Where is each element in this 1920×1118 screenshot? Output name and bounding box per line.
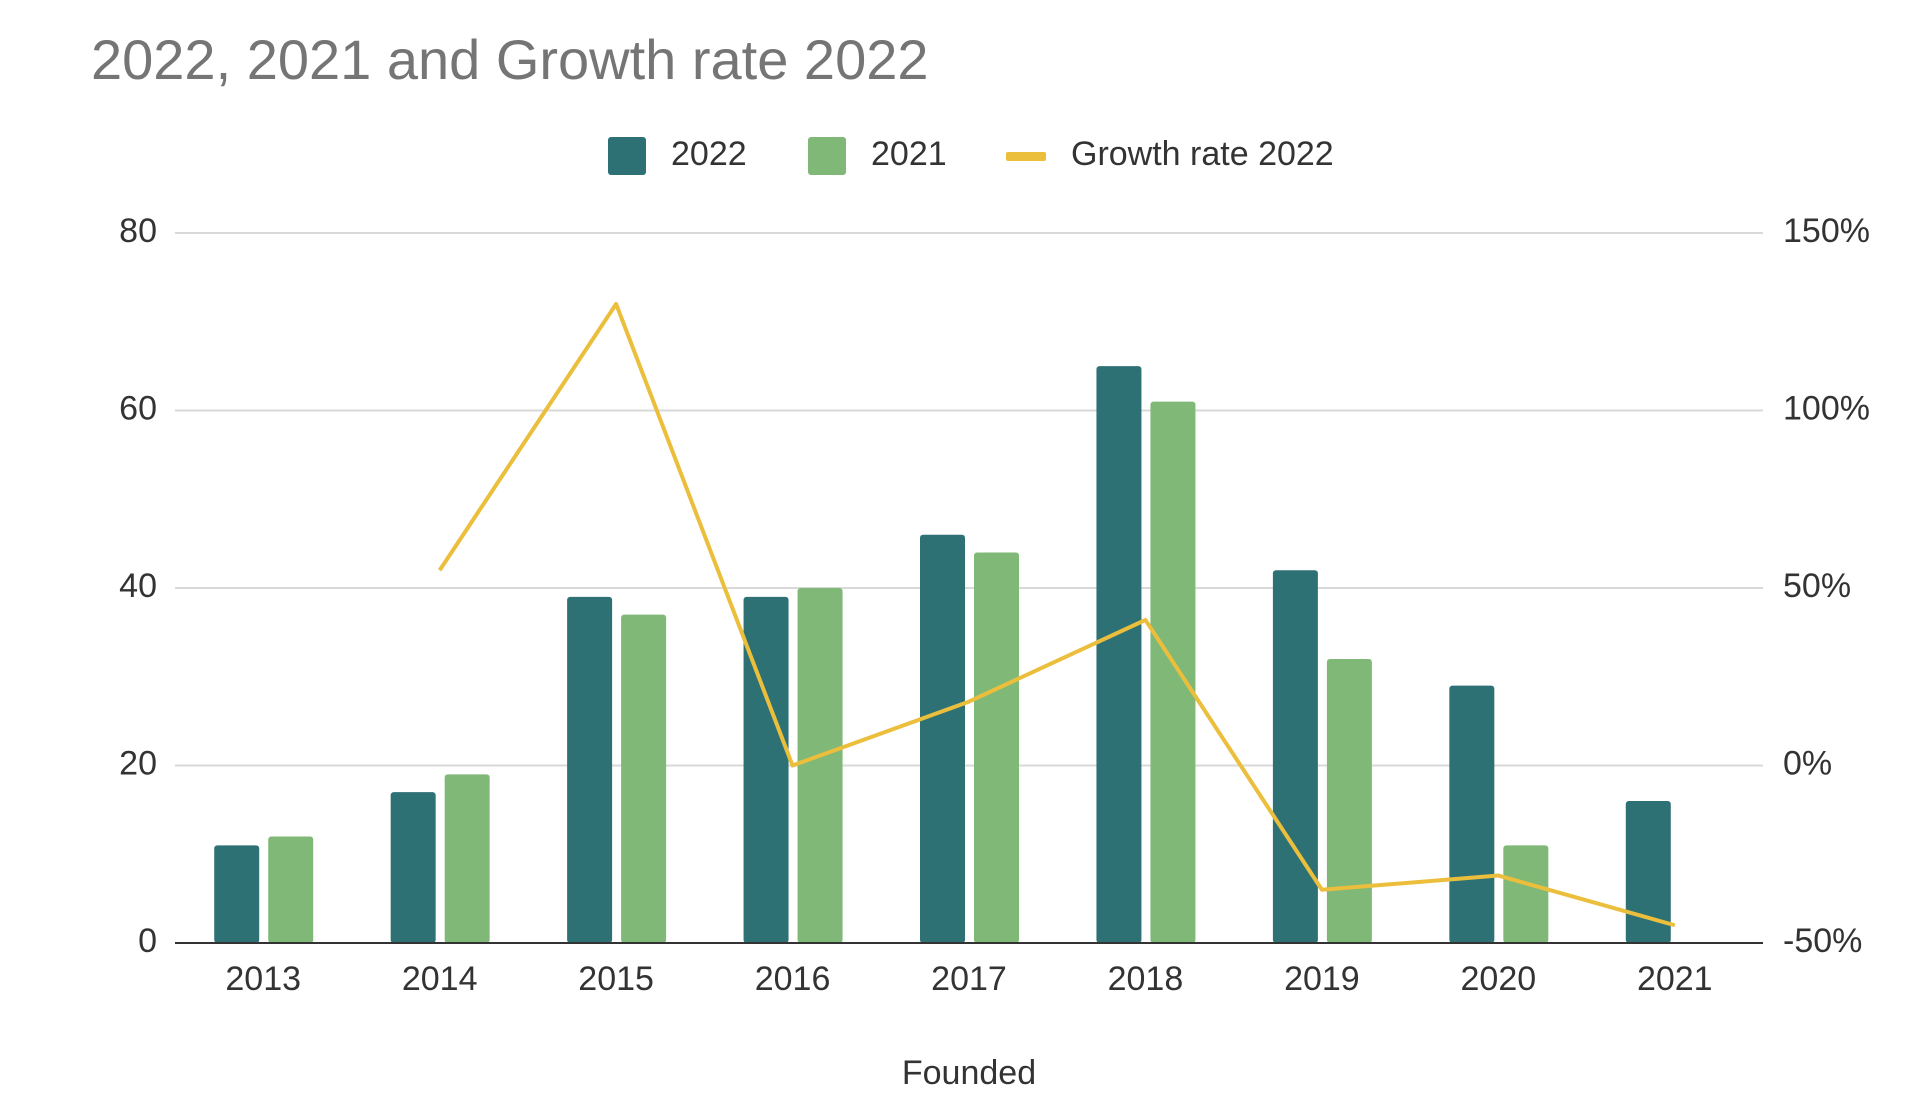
- bar: [567, 596, 613, 943]
- y-tick-label: 0: [138, 922, 157, 960]
- y2-tick-label: 0%: [1783, 744, 1832, 782]
- y-tick-label: 80: [119, 212, 157, 250]
- bar: [621, 614, 667, 943]
- bar: [797, 588, 843, 943]
- legend-swatch: [808, 137, 846, 175]
- y-tick-label: 60: [119, 389, 157, 427]
- bar: [974, 552, 1019, 943]
- bar: [1503, 845, 1549, 943]
- x-tick-label: 2021: [1637, 960, 1713, 998]
- x-tick-label: 2020: [1461, 960, 1537, 998]
- y2-tick-label: 100%: [1783, 389, 1870, 427]
- bar: [1272, 570, 1318, 943]
- y2-tick-label: -50%: [1783, 922, 1862, 960]
- bar: [1326, 659, 1372, 943]
- x-tick-label: 2019: [1284, 960, 1360, 998]
- legend-swatch: [608, 137, 646, 175]
- legend-label: Growth rate 2022: [1071, 135, 1334, 173]
- bar: [214, 845, 260, 943]
- bar: [1096, 366, 1142, 943]
- x-tick-label: 2014: [402, 960, 478, 998]
- x-tick-label: 2013: [225, 960, 301, 998]
- y2-tick-label: 150%: [1783, 212, 1870, 250]
- y-tick-label: 40: [119, 567, 157, 605]
- x-tick-label: 2015: [578, 960, 654, 998]
- legend-swatch: [1006, 152, 1046, 161]
- bar: [743, 596, 789, 943]
- x-axis-label: Founded: [902, 1054, 1036, 1092]
- legend-label: 2021: [871, 135, 947, 173]
- x-tick-label: 2016: [755, 960, 831, 998]
- bar: [444, 774, 490, 943]
- bar: [1150, 401, 1196, 943]
- chart-title: 2022, 2021 and Growth rate 2022: [91, 28, 929, 91]
- bar: [920, 534, 965, 943]
- legend-label: 2022: [671, 135, 747, 173]
- y-tick-label: 20: [119, 744, 157, 782]
- y2-tick-label: 50%: [1783, 567, 1851, 605]
- x-tick-label: 2017: [931, 960, 1007, 998]
- line: [437, 302, 1676, 928]
- bar: [268, 836, 314, 943]
- bar: [390, 792, 436, 943]
- x-tick-label: 2018: [1108, 960, 1184, 998]
- bar: [1625, 801, 1671, 943]
- bar: [1449, 685, 1495, 943]
